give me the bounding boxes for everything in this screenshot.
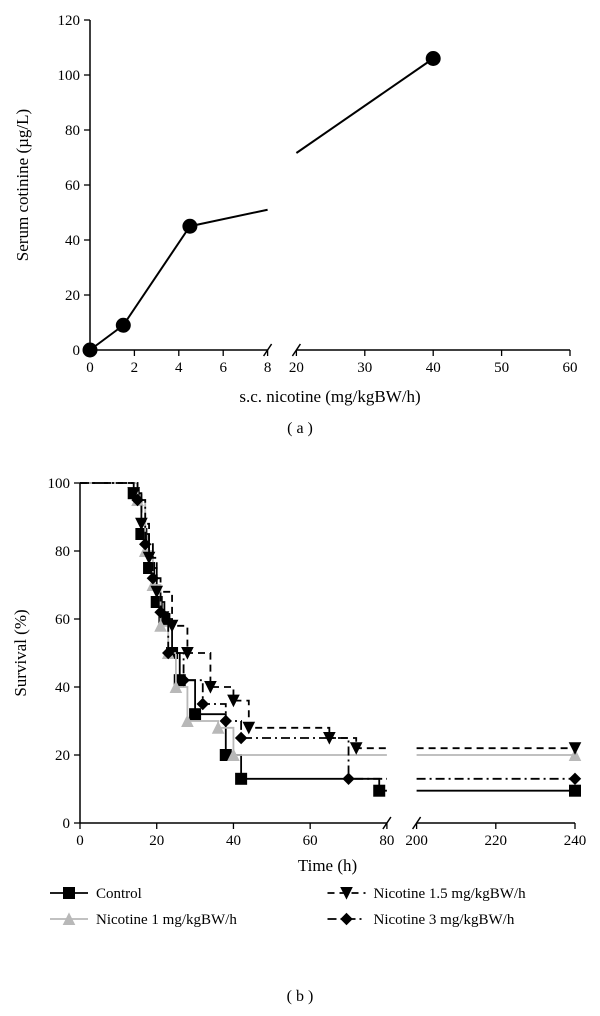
svg-text:60: 60 <box>55 612 70 628</box>
svg-text:80: 80 <box>65 123 80 139</box>
svg-text:60: 60 <box>65 178 80 194</box>
svg-text:2: 2 <box>131 360 139 376</box>
svg-text:100: 100 <box>58 68 81 84</box>
svg-text:20: 20 <box>55 748 70 764</box>
svg-text:40: 40 <box>226 833 241 849</box>
svg-text:6: 6 <box>219 360 227 376</box>
svg-text:60: 60 <box>303 833 318 849</box>
svg-text:40: 40 <box>55 680 70 696</box>
chart-b-svg: 0 20 40 60 80 100 0 20 40 60 80 200 220 240 Time (h) Su… <box>0 468 600 988</box>
figure-a: 0 20 40 60 80 100 120 0 2 4 6 8 20 30 40 50 60 s.c. nicot… <box>0 0 600 438</box>
svg-text:Serum cotinine (µg/L): Serum cotinine (µg/L) <box>13 109 32 261</box>
svg-text:8: 8 <box>264 360 272 376</box>
svg-text:20: 20 <box>149 833 164 849</box>
svg-text:0: 0 <box>73 343 81 359</box>
svg-text:Nicotine 3 mg/kgBW/h: Nicotine 3 mg/kgBW/h <box>374 912 515 928</box>
svg-text:s.c. nicotine (mg/kgBW/h): s.c. nicotine (mg/kgBW/h) <box>239 387 420 406</box>
svg-text:Nicotine 1 mg/kgBW/h: Nicotine 1 mg/kgBW/h <box>96 912 237 928</box>
svg-text:80: 80 <box>55 544 70 560</box>
svg-text:100: 100 <box>48 476 71 492</box>
svg-text:Nicotine 1.5 mg/kgBW/h: Nicotine 1.5 mg/kgBW/h <box>374 886 527 902</box>
svg-text:50: 50 <box>494 360 509 376</box>
svg-text:0: 0 <box>76 833 84 849</box>
svg-text:80: 80 <box>379 833 394 849</box>
svg-text:60: 60 <box>563 360 578 376</box>
svg-text:200: 200 <box>405 833 428 849</box>
caption-a: ( a ) <box>0 420 600 438</box>
svg-text:220: 220 <box>485 833 508 849</box>
figure-b: 0 20 40 60 80 100 0 20 40 60 80 200 220 240 Time (h) Su… <box>0 468 600 1006</box>
svg-text:240: 240 <box>564 833 587 849</box>
svg-text:0: 0 <box>63 816 71 832</box>
svg-text:30: 30 <box>357 360 372 376</box>
svg-text:Time (h): Time (h) <box>298 856 357 875</box>
svg-text:40: 40 <box>65 233 80 249</box>
svg-text:120: 120 <box>58 13 81 29</box>
svg-text:4: 4 <box>175 360 183 376</box>
svg-text:0: 0 <box>86 360 94 376</box>
svg-text:20: 20 <box>289 360 304 376</box>
caption-b: ( b ) <box>0 988 600 1006</box>
chart-a-svg: 0 20 40 60 80 100 120 0 2 4 6 8 20 30 40 50 60 s.c. nicot… <box>0 0 600 420</box>
svg-text:Control: Control <box>96 886 142 902</box>
svg-text:40: 40 <box>426 360 441 376</box>
svg-text:Survival (%): Survival (%) <box>11 609 30 696</box>
svg-text:20: 20 <box>65 288 80 304</box>
